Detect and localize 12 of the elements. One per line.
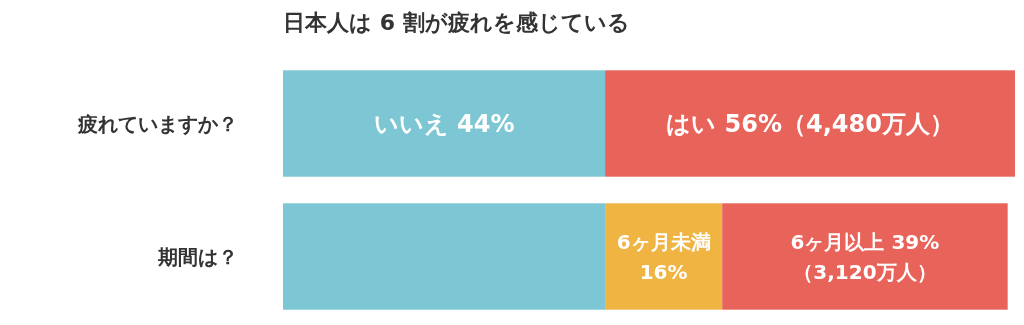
bar: [722, 203, 1008, 310]
data-label: いいえ 44%: [373, 109, 515, 138]
bar: [605, 70, 1015, 177]
data-label: はい 56%（4,480万人）: [666, 109, 954, 138]
chart-title: 日本人は 6 割が疲れを感じている: [283, 10, 630, 35]
bar: [283, 70, 606, 177]
bar: [605, 203, 723, 310]
data-label: 6ヶ月以上 39% （3,120万人）: [790, 229, 940, 284]
y-tick-label: 期間は？: [157, 244, 238, 269]
data-label: 6ヶ月未満 16%: [616, 229, 711, 284]
bar: [283, 203, 606, 310]
y-tick-label: 疲れていますか？: [77, 111, 238, 136]
